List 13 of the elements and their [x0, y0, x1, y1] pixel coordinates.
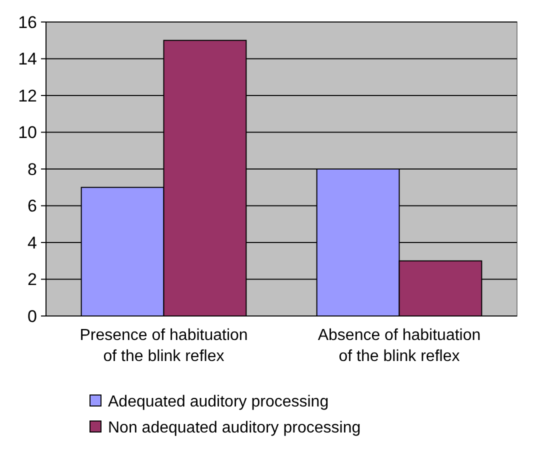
- y-tick-label: 2: [28, 270, 37, 290]
- y-tick-label: 8: [28, 160, 37, 179]
- legend-label: Non adequated auditory processing: [108, 420, 361, 437]
- y-tick-label: 4: [28, 233, 37, 252]
- legend-label: Adequated auditory processing: [108, 394, 329, 411]
- y-tick-label: 10: [18, 123, 37, 142]
- y-tick-label: 0: [28, 306, 37, 326]
- y-tick-label: 14: [18, 50, 37, 69]
- y-tick-label: 16: [18, 12, 37, 32]
- y-tick-label: 6: [28, 196, 37, 216]
- x-tick-label: Absence of habituation of the blink reflex: [318, 327, 481, 365]
- y-tick-label: 12: [18, 86, 37, 106]
- x-tick-label: Presence of habituation of the blink reflex: [80, 327, 248, 365]
